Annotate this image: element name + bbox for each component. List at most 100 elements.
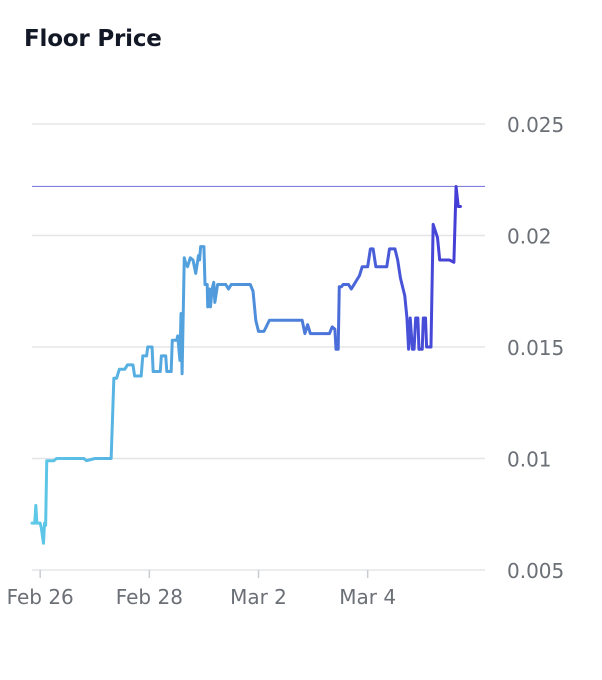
data-point	[141, 354, 144, 357]
data-point	[249, 283, 252, 286]
data-point	[52, 459, 55, 462]
data-point	[369, 247, 372, 250]
data-point	[227, 288, 230, 291]
y-tick-label-1: 0.01	[507, 448, 552, 472]
data-point	[165, 370, 168, 373]
data-point	[268, 319, 271, 322]
data-point	[303, 332, 306, 335]
data-point	[350, 288, 353, 291]
y-tick-label-3: 0.02	[507, 225, 552, 249]
data-point	[393, 247, 396, 250]
data-point	[126, 363, 129, 366]
data-point	[176, 334, 179, 337]
data-point	[366, 265, 369, 268]
data-point	[301, 319, 304, 322]
data-point	[118, 368, 121, 371]
data-point	[372, 247, 375, 250]
data-point	[39, 522, 42, 525]
data-point	[145, 354, 148, 357]
y-axis-labels: 0.005 0.01 0.015 0.02 0.025	[507, 113, 564, 583]
data-point	[35, 522, 38, 525]
data-point	[146, 346, 149, 349]
data-point	[178, 359, 181, 362]
data-point	[110, 457, 113, 460]
data-point	[331, 325, 334, 328]
data-point	[374, 265, 377, 268]
data-point	[405, 317, 408, 320]
data-point	[199, 245, 202, 248]
data-point	[254, 319, 257, 322]
data-point	[425, 346, 428, 349]
data-point	[262, 330, 265, 333]
data-point	[181, 372, 184, 375]
data-point	[151, 346, 154, 349]
data-point	[133, 374, 136, 377]
data-point	[388, 247, 391, 250]
data-point	[55, 457, 58, 460]
data-point	[328, 332, 331, 335]
data-point	[152, 370, 155, 373]
data-point	[241, 283, 244, 286]
data-point	[213, 301, 216, 304]
data-point	[438, 259, 441, 262]
y-tick-label-0: 0.005	[507, 559, 564, 583]
data-point	[413, 348, 416, 351]
data-point	[209, 305, 212, 308]
series-line-0[interactable]	[30, 184, 462, 545]
data-point	[443, 259, 446, 262]
data-point	[353, 283, 356, 286]
data-point	[224, 283, 227, 286]
data-point	[306, 323, 309, 326]
data-point	[140, 374, 143, 377]
data-point	[180, 312, 183, 315]
data-point	[189, 256, 192, 259]
data-point	[93, 457, 96, 460]
x-tick-label-0: Feb 26	[7, 585, 74, 609]
data-point	[403, 294, 406, 297]
data-point	[407, 348, 410, 351]
data-point	[115, 377, 118, 380]
data-point	[333, 328, 336, 331]
series-layer[interactable]	[30, 184, 462, 545]
data-point	[82, 457, 85, 460]
x-tick-label-3: Mar 4	[339, 585, 396, 609]
data-point	[175, 339, 178, 342]
data-point	[34, 504, 37, 507]
data-point	[216, 283, 219, 286]
data-point	[171, 339, 174, 342]
data-point	[212, 281, 215, 284]
data-point	[202, 245, 205, 248]
x-tick-label-1: Feb 28	[116, 585, 183, 609]
data-point	[417, 348, 420, 351]
data-point	[123, 368, 126, 371]
data-point	[396, 259, 399, 262]
data-point	[31, 522, 34, 525]
data-point	[164, 354, 167, 357]
data-point	[337, 348, 340, 351]
data-point	[131, 363, 134, 366]
data-point	[85, 459, 88, 462]
data-point	[459, 205, 462, 208]
data-point	[44, 524, 47, 527]
data-point	[361, 265, 364, 268]
data-point	[409, 317, 412, 320]
data-point	[45, 459, 48, 462]
data-point	[186, 265, 189, 268]
data-point	[358, 274, 361, 277]
data-point	[421, 348, 424, 351]
data-point	[208, 288, 211, 291]
y-tick-label-2: 0.015	[507, 336, 564, 360]
data-point	[194, 272, 197, 275]
data-point	[230, 283, 233, 286]
data-point	[416, 317, 419, 320]
data-point	[211, 288, 214, 291]
data-point	[432, 223, 435, 226]
chart-title: Floor Price	[24, 26, 162, 52]
data-point	[170, 370, 173, 373]
x-axis-ticks	[39, 570, 369, 578]
data-point	[309, 332, 312, 335]
data-point	[197, 254, 200, 257]
data-point	[385, 265, 388, 268]
